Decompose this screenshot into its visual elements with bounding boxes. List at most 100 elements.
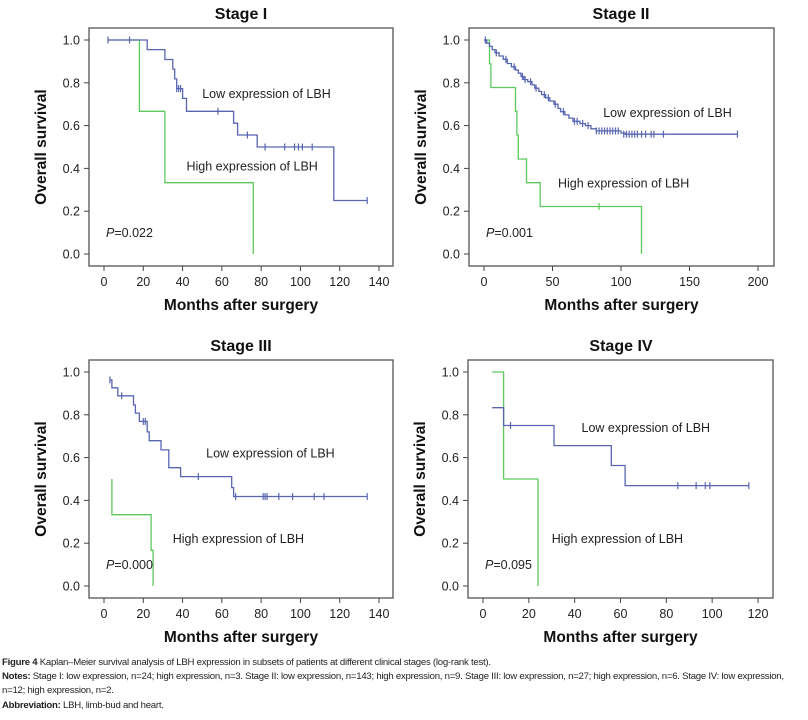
p-value-label: P=0.022 [106,226,153,240]
low-expression-curve [492,407,749,487]
x-tick-label: 0 [101,607,108,621]
chart-title: Stage III [210,338,271,355]
x-tick-label: 20 [136,275,150,289]
high-expression-curve [492,371,539,586]
p-value-label: P=0.095 [485,558,532,572]
chart-title: Stage I [215,6,267,23]
caption-abbreviation: Abbreviation: LBH, limb-bud and heart. [2,699,808,713]
y-tick-label: 0.6 [442,451,459,465]
y-axis-label: Overall survival [33,89,50,204]
plot-frame [88,359,394,599]
high-expression-label: High expression of LBH [558,177,689,191]
low-expression-curve [107,39,368,202]
p-symbol: P [486,226,495,240]
y-tick-label: 0.4 [443,162,460,176]
x-tick-label: 60 [215,275,229,289]
high-expression-label: High expression of LBH [552,532,683,546]
y-tick-label: 0.6 [63,451,80,465]
x-tick-label: 50 [546,275,560,289]
y-tick-label: 0.6 [443,119,460,133]
x-tick-label: 100 [290,275,311,289]
high-expression-curve [107,39,254,254]
caption-title: Figure 4 Kaplan–Meier survival analysis … [2,656,808,670]
low-expression-curve [109,379,368,498]
y-tick-label: 0.2 [442,537,459,551]
figure-text: Kaplan–Meier survival analysis of LBH ex… [37,657,491,668]
chart-panel-4: Stage IV 0.0 0.2 0.4 0.6 0.8 1.0 0 20 40 60 80 100 12… [412,338,774,646]
y-tick-label: 0.4 [442,494,459,508]
x-tick-label: 100 [290,607,311,621]
low-expression-curve [484,39,738,135]
x-tick-label: 40 [176,607,190,621]
y-tick-label: 0.0 [63,248,80,262]
x-tick-label: 40 [176,275,190,289]
p-symbol: P [106,226,115,240]
y-tick-label: 0.8 [63,408,80,422]
x-tick-label: 60 [215,607,229,621]
y-tick-label: 1.0 [63,366,80,380]
y-axis-label: Overall survival [33,421,50,536]
x-tick-label: 200 [748,275,769,289]
chart-title: Stage IV [589,338,652,355]
chart-panel-1: Stage I 0.0 0.2 0.4 0.6 0.8 1.0 0 20 40 60 80 100 120… [33,6,394,314]
figure-label: Figure 4 [2,657,38,668]
x-tick-label: 60 [614,607,628,621]
high-expression-label: High expression of LBH [187,160,318,174]
x-tick-label: 120 [329,607,350,621]
p-value: =0.095 [493,558,532,572]
x-tick-label: 0 [481,275,488,289]
x-axis-label: Months after surgery [544,297,699,314]
p-value: =0.001 [494,226,533,240]
x-tick-label: 120 [329,275,350,289]
x-tick-label: 80 [659,607,673,621]
x-tick-label: 20 [136,607,150,621]
x-axis-label: Months after surgery [164,297,319,314]
y-axis-label: Overall survival [412,421,429,536]
p-symbol: P [485,558,494,572]
y-tick-label: 0.4 [63,162,80,176]
chart-title: Stage II [593,6,650,23]
x-tick-label: 80 [254,275,268,289]
x-axis-label: Months after surgery [543,629,698,646]
x-tick-label: 100 [702,607,723,621]
y-tick-label: 0.8 [63,76,80,90]
y-tick-label: 1.0 [443,34,460,48]
chart-panel-3: Stage III 0.0 0.2 0.4 0.6 0.8 1.0 0 20 40 60 80 100 1… [33,338,394,646]
x-tick-label: 100 [611,275,632,289]
abbreviation-text: LBH, limb-bud and heart. [60,699,164,711]
y-tick-label: 0.8 [442,408,459,422]
y-tick-label: 0.0 [63,580,80,594]
low-expression-label: Low expression of LBH [603,106,732,120]
p-symbol: P [106,558,115,572]
x-tick-label: 20 [522,607,536,621]
p-value: =0.022 [114,226,153,240]
p-value-label: P=0.000 [106,558,153,572]
plot-frame [88,27,394,267]
high-expression-curve [111,479,154,586]
y-tick-label: 0.0 [442,580,459,594]
caption-notes: Notes: Stage I: low expression, n=24; hi… [2,670,808,698]
y-tick-label: 0.6 [63,119,80,133]
y-tick-label: 0.2 [443,205,460,219]
y-tick-label: 0.4 [63,494,80,508]
chart-panel-2: Stage II 0.0 0.2 0.4 0.6 0.8 1.0 0 50 100 150 200 Mo… [413,6,775,314]
kaplan-meier-figure: Stage I 0.0 0.2 0.4 0.6 0.8 1.0 0 20 40 60 80 100 120… [33,6,775,646]
p-value: =0.000 [114,558,153,572]
y-tick-label: 0.8 [443,76,460,90]
abbreviation-label: Abbreviation: [2,699,61,711]
x-axis-label: Months after surgery [164,629,319,646]
low-expression-label: Low expression of LBH [582,421,711,435]
p-value-label: P=0.001 [486,226,533,240]
x-tick-label: 140 [369,607,390,621]
figure-caption: Figure 4 Kaplan–Meier survival analysis … [2,656,808,713]
notes-label: Notes: [2,671,31,683]
y-tick-label: 1.0 [442,366,459,380]
x-tick-label: 120 [748,607,769,621]
y-axis-label: Overall survival [413,89,430,204]
high-expression-label: High expression of LBH [173,532,304,546]
y-tick-label: 0.0 [443,248,460,262]
x-tick-label: 140 [369,275,390,289]
notes-text: Stage I: low expression, n=24; high expr… [2,671,784,697]
x-tick-label: 0 [101,275,108,289]
high-expression-curve [484,39,643,254]
